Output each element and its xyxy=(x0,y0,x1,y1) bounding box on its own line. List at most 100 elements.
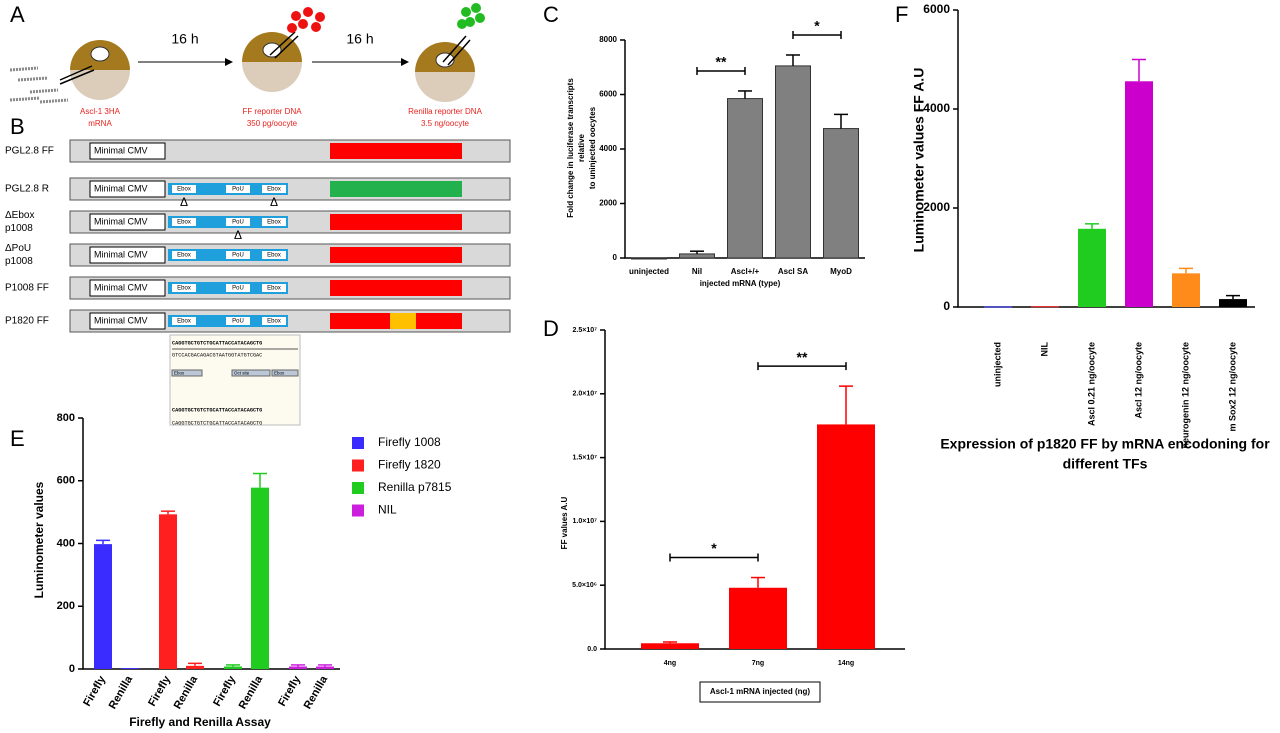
time-label: 16 h xyxy=(171,31,198,47)
error-bar xyxy=(751,576,765,588)
y-tick-label: 400 xyxy=(57,537,75,549)
bar xyxy=(224,666,242,669)
x-tick-label: 4ng xyxy=(664,660,676,667)
y-tick-label: 0.0 xyxy=(587,646,597,653)
y-tick-label: 2.5×10⁷ xyxy=(573,327,598,334)
bar xyxy=(727,98,763,259)
reporter xyxy=(330,143,462,159)
promoter-box xyxy=(89,246,166,264)
feature-label: Oct site xyxy=(234,371,250,376)
panel-label: E xyxy=(10,426,25,451)
y-axis-label: relative xyxy=(577,133,586,162)
panel-label: D xyxy=(543,316,559,341)
bar xyxy=(94,544,112,669)
sequence-box xyxy=(169,334,301,426)
construct-name: P1820 FF xyxy=(5,316,49,327)
deletion-mark: Δ xyxy=(270,195,278,209)
legend-label: Renilla p7815 xyxy=(378,480,452,494)
legend-swatch xyxy=(352,504,364,517)
construct-name: p1008 xyxy=(5,256,33,267)
error-bar xyxy=(318,664,332,667)
construct-name: PGL2.8 FF xyxy=(5,146,54,157)
bar xyxy=(1031,306,1059,308)
x-tick-label: Nil xyxy=(692,267,702,276)
element-label: Ebox xyxy=(177,253,191,259)
element-label: Ebox xyxy=(177,187,191,193)
reporter xyxy=(330,247,462,263)
y-tick-label: 4000 xyxy=(923,101,950,115)
error-bar xyxy=(161,510,175,515)
x-tick-label: Ascl+/+ xyxy=(731,267,760,276)
error-bar xyxy=(690,250,704,254)
bar xyxy=(631,257,667,260)
time-label: 16 h xyxy=(346,31,373,47)
bar xyxy=(1219,299,1247,307)
feature-label: Ebox xyxy=(174,371,185,376)
promoter-label: Minimal CMV xyxy=(94,282,148,292)
y-tick-label: 8000 xyxy=(599,35,617,44)
promoter-box xyxy=(89,180,166,198)
y-tick-label: 600 xyxy=(57,475,75,487)
element-box xyxy=(262,284,286,292)
element-box xyxy=(226,284,250,292)
y-tick-label: 1.0×10⁷ xyxy=(573,518,598,525)
promoter-label: Minimal CMV xyxy=(94,145,148,155)
bar xyxy=(641,643,699,649)
significance-bracket xyxy=(757,362,847,371)
x-tick-label: NIL xyxy=(1039,342,1049,357)
promoter-label: Minimal CMV xyxy=(94,315,148,325)
bar xyxy=(186,665,204,669)
bar xyxy=(729,587,787,649)
axes xyxy=(957,10,1255,308)
element-box xyxy=(226,218,250,226)
x-tick-label: m Sox2 12 ng/oocyte xyxy=(1227,342,1237,432)
element-label: Ebox xyxy=(267,187,281,193)
y-tick-label: 0 xyxy=(613,253,618,262)
x-tick-label: Ascl 0.21 ng/oocyte xyxy=(1086,342,1096,426)
promoter-label: Minimal CMV xyxy=(94,216,148,226)
bar xyxy=(316,666,334,669)
step-label: Renilla reporter DNA xyxy=(408,107,482,116)
error-bar xyxy=(96,539,110,545)
error-bar xyxy=(839,385,853,425)
promoter-label: Minimal CMV xyxy=(94,183,148,193)
y-tick-label: 0 xyxy=(69,663,75,675)
x-label-box xyxy=(699,681,821,703)
bar xyxy=(817,424,875,649)
y-tick-label: 6000 xyxy=(923,2,950,16)
error-bar xyxy=(663,641,677,644)
x-axis-label: injected mRNA (type) xyxy=(700,279,781,288)
error-bar xyxy=(834,113,848,129)
element-box xyxy=(262,218,286,226)
significance-bracket xyxy=(696,66,746,75)
construct-name: PGL2.8 R xyxy=(5,184,49,195)
reporter xyxy=(330,214,462,230)
x-tick-label: uninjected xyxy=(629,267,669,276)
step-label: 350 pg/oocyte xyxy=(247,119,298,128)
y-tick-label: 800 xyxy=(57,412,75,424)
element-label: Ebox xyxy=(267,319,281,325)
element-label: Ebox xyxy=(177,220,191,226)
element-box xyxy=(262,251,286,259)
x-tick-label: Firefly xyxy=(81,673,108,708)
legend-swatch xyxy=(352,459,364,472)
feature-box xyxy=(271,369,299,377)
promoter-box xyxy=(89,279,166,297)
bar xyxy=(775,65,811,259)
promoter-label: Minimal CMV xyxy=(94,249,148,259)
element-box xyxy=(172,251,196,259)
element-label: Ebox xyxy=(267,253,281,259)
y-tick-label: 2000 xyxy=(599,199,617,208)
step-label: 3.5 ng/oocyte xyxy=(421,119,470,128)
legend-label: Firefly 1820 xyxy=(378,458,441,472)
x-tick-label: 14ng xyxy=(838,660,854,667)
error-bar xyxy=(1179,267,1193,274)
deletion-mark: Δ xyxy=(180,195,188,209)
construct-name: ΔEbox xyxy=(5,210,34,221)
element-label: Ebox xyxy=(267,286,281,292)
element-box xyxy=(262,185,286,193)
reporter xyxy=(330,280,462,296)
bar xyxy=(251,487,269,669)
x-tick-label: Firefly xyxy=(146,673,173,708)
